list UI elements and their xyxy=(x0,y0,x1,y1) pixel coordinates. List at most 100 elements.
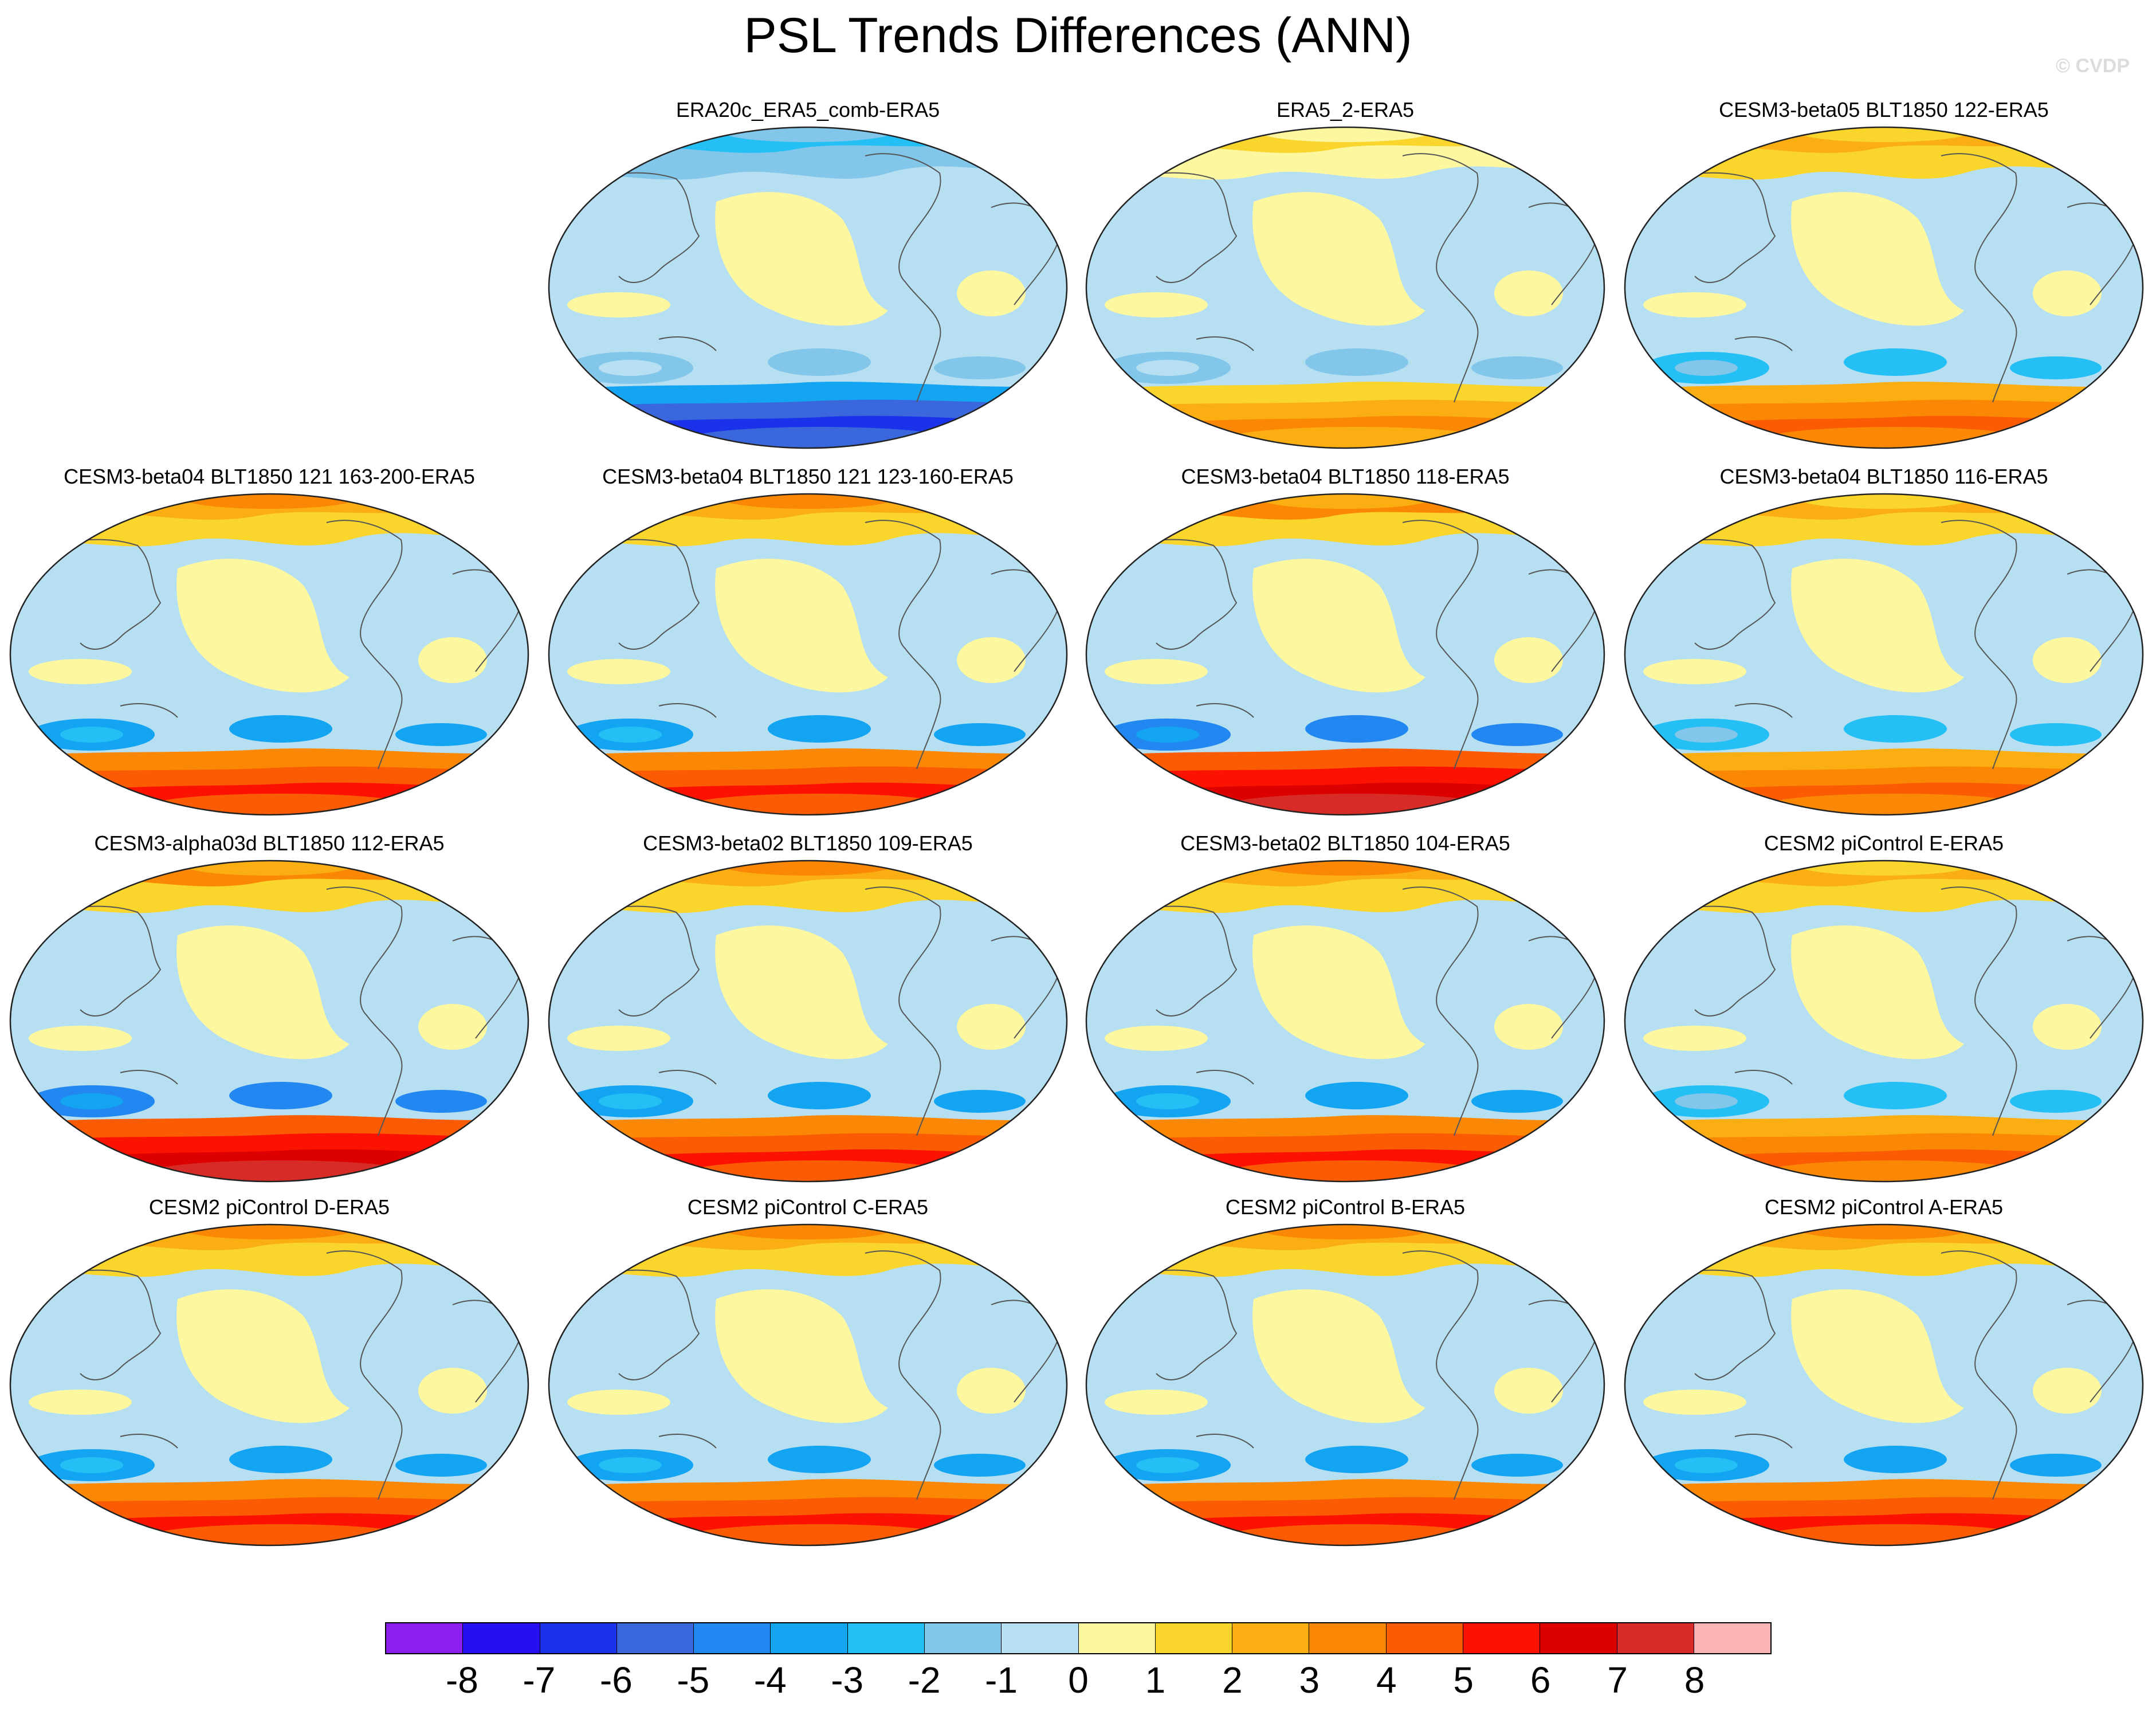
arctic-anomaly-core xyxy=(183,1225,355,1239)
negative-anomaly-region xyxy=(60,1457,123,1473)
arctic-anomaly-core xyxy=(1259,861,1431,876)
panel-title: CESM3-beta04 BLT1850 116-ERA5 xyxy=(1719,465,2048,488)
negative-anomaly-region xyxy=(1844,1082,1947,1109)
negative-anomaly-region xyxy=(2010,723,2102,746)
colorbar-swatch xyxy=(1002,1623,1079,1653)
negative-anomaly-region xyxy=(395,1090,487,1113)
map-frame xyxy=(548,493,1068,816)
positive-anomaly-region xyxy=(1105,1026,1208,1051)
map-panel-p5: CESM3-beta04 BLT1850 121 123-160-ERA5 xyxy=(544,464,1071,831)
negative-anomaly-region xyxy=(1471,723,1563,746)
positive-anomaly-region xyxy=(1791,925,1964,1059)
coastline xyxy=(120,1070,178,1085)
positive-anomaly-region xyxy=(1252,559,1425,693)
map-panel-p15: CESM2 piControl A-ERA5 xyxy=(1620,1195,2147,1561)
map-frame xyxy=(1085,493,1605,816)
negative-anomaly-region xyxy=(1305,348,1408,376)
positive-anomaly-region xyxy=(1791,559,1964,693)
colorbar-swatch xyxy=(386,1623,464,1653)
coastline xyxy=(326,520,403,770)
negative-anomaly-region xyxy=(1471,1090,1563,1113)
coastline xyxy=(865,886,941,1136)
positive-anomaly-region xyxy=(1643,659,1746,684)
map-p13 xyxy=(548,1223,1068,1547)
panel-title: CESM3-alpha03d BLT1850 112-ERA5 xyxy=(94,831,445,855)
negative-anomaly-region xyxy=(1471,356,1563,379)
coastline xyxy=(658,1070,717,1085)
coastline xyxy=(1734,703,1793,718)
colorbar-tick-label: -3 xyxy=(831,1659,864,1701)
panel-title: CESM2 piControl E-ERA5 xyxy=(1764,831,2004,855)
arctic-anomaly-core xyxy=(1259,127,1431,142)
colorbar-swatch xyxy=(924,1623,1002,1653)
map-p6 xyxy=(1085,493,1605,816)
map-p14 xyxy=(1085,1223,1605,1547)
coastline xyxy=(1941,153,2017,403)
map-p7 xyxy=(1624,493,2144,816)
map-p15 xyxy=(1624,1223,2144,1547)
arctic-anomaly-core xyxy=(1798,861,1970,876)
map-panel-p4: CESM3-beta04 BLT1850 121 163-200-ERA5 xyxy=(6,464,533,831)
panel-title: CESM3-beta02 BLT1850 104-ERA5 xyxy=(1180,831,1510,855)
coastline xyxy=(1941,1250,2017,1500)
arctic-anomaly-core xyxy=(183,861,355,876)
colorbar-swatch xyxy=(1078,1623,1156,1653)
positive-anomaly-region xyxy=(1643,1390,1746,1415)
negative-anomaly-region xyxy=(599,1093,662,1109)
arctic-anomaly-core xyxy=(722,861,894,876)
map-frame xyxy=(1624,860,2144,1183)
colorbar-swatch xyxy=(1155,1623,1233,1653)
negative-anomaly-region xyxy=(1675,1093,1738,1109)
positive-anomaly-region xyxy=(1643,292,1746,317)
coastline xyxy=(1196,1434,1254,1449)
colorbar-tick-label: 2 xyxy=(1222,1659,1243,1701)
colorbar-tick-label: -6 xyxy=(599,1659,633,1701)
colorbar-tick-label: 3 xyxy=(1299,1659,1320,1701)
map-p12 xyxy=(9,1223,529,1547)
colorbar-swatch xyxy=(694,1623,771,1653)
watermark: © CVDP xyxy=(2056,55,2130,77)
negative-anomaly-region xyxy=(934,1454,1026,1477)
map-frame xyxy=(9,860,529,1183)
positive-anomaly-region xyxy=(418,1368,487,1414)
coastline xyxy=(1734,1434,1793,1449)
positive-anomaly-region xyxy=(567,659,670,684)
positive-anomaly-region xyxy=(1105,292,1208,317)
coastline xyxy=(658,1434,717,1449)
colorbar-swatch xyxy=(847,1623,925,1653)
positive-anomaly-region xyxy=(1252,1289,1425,1423)
colorbar-tick-label: -8 xyxy=(445,1659,478,1701)
negative-anomaly-region xyxy=(60,727,123,743)
positive-anomaly-region xyxy=(1494,270,1563,316)
negative-anomaly-region xyxy=(1844,348,1947,376)
colorbar-tick-label: 6 xyxy=(1530,1659,1551,1701)
panel-title: CESM2 piControl C-ERA5 xyxy=(687,1195,929,1219)
panel-title: ERA20c_ERA5_comb-ERA5 xyxy=(676,98,940,121)
map-panel-p10: CESM3-beta02 BLT1850 104-ERA5 xyxy=(1082,831,1609,1198)
coastline xyxy=(326,1250,403,1500)
negative-anomaly-region xyxy=(934,723,1026,746)
map-p2 xyxy=(1085,126,1605,449)
colorbar-swatch xyxy=(616,1623,694,1653)
map-panel-p6: CESM3-beta04 BLT1850 118-ERA5 xyxy=(1082,464,1609,831)
map-panel-p2: ERA5_2-ERA5 xyxy=(1082,97,1609,464)
negative-anomaly-region xyxy=(60,1093,123,1109)
negative-anomaly-region xyxy=(1305,715,1408,743)
map-p3 xyxy=(1624,126,2144,449)
positive-anomaly-region xyxy=(29,1390,132,1415)
map-frame xyxy=(1085,860,1605,1183)
map-frame xyxy=(1624,126,2144,449)
positive-anomaly-region xyxy=(418,1004,487,1050)
colorbar-tick-label: 4 xyxy=(1376,1659,1397,1701)
positive-anomaly-region xyxy=(1791,1289,1964,1423)
negative-anomaly-region xyxy=(229,1082,332,1109)
positive-anomaly-region xyxy=(1105,659,1208,684)
map-panel-p8: CESM3-alpha03d BLT1850 112-ERA5 xyxy=(6,831,533,1198)
panel-title: CESM3-beta02 BLT1850 109-ERA5 xyxy=(643,831,973,855)
coastline xyxy=(1402,153,1479,403)
positive-anomaly-region xyxy=(176,925,349,1059)
map-frame xyxy=(1624,493,2144,816)
map-p4 xyxy=(9,493,529,816)
colorbar-tick-label: 7 xyxy=(1607,1659,1628,1701)
coastline xyxy=(1196,336,1254,351)
